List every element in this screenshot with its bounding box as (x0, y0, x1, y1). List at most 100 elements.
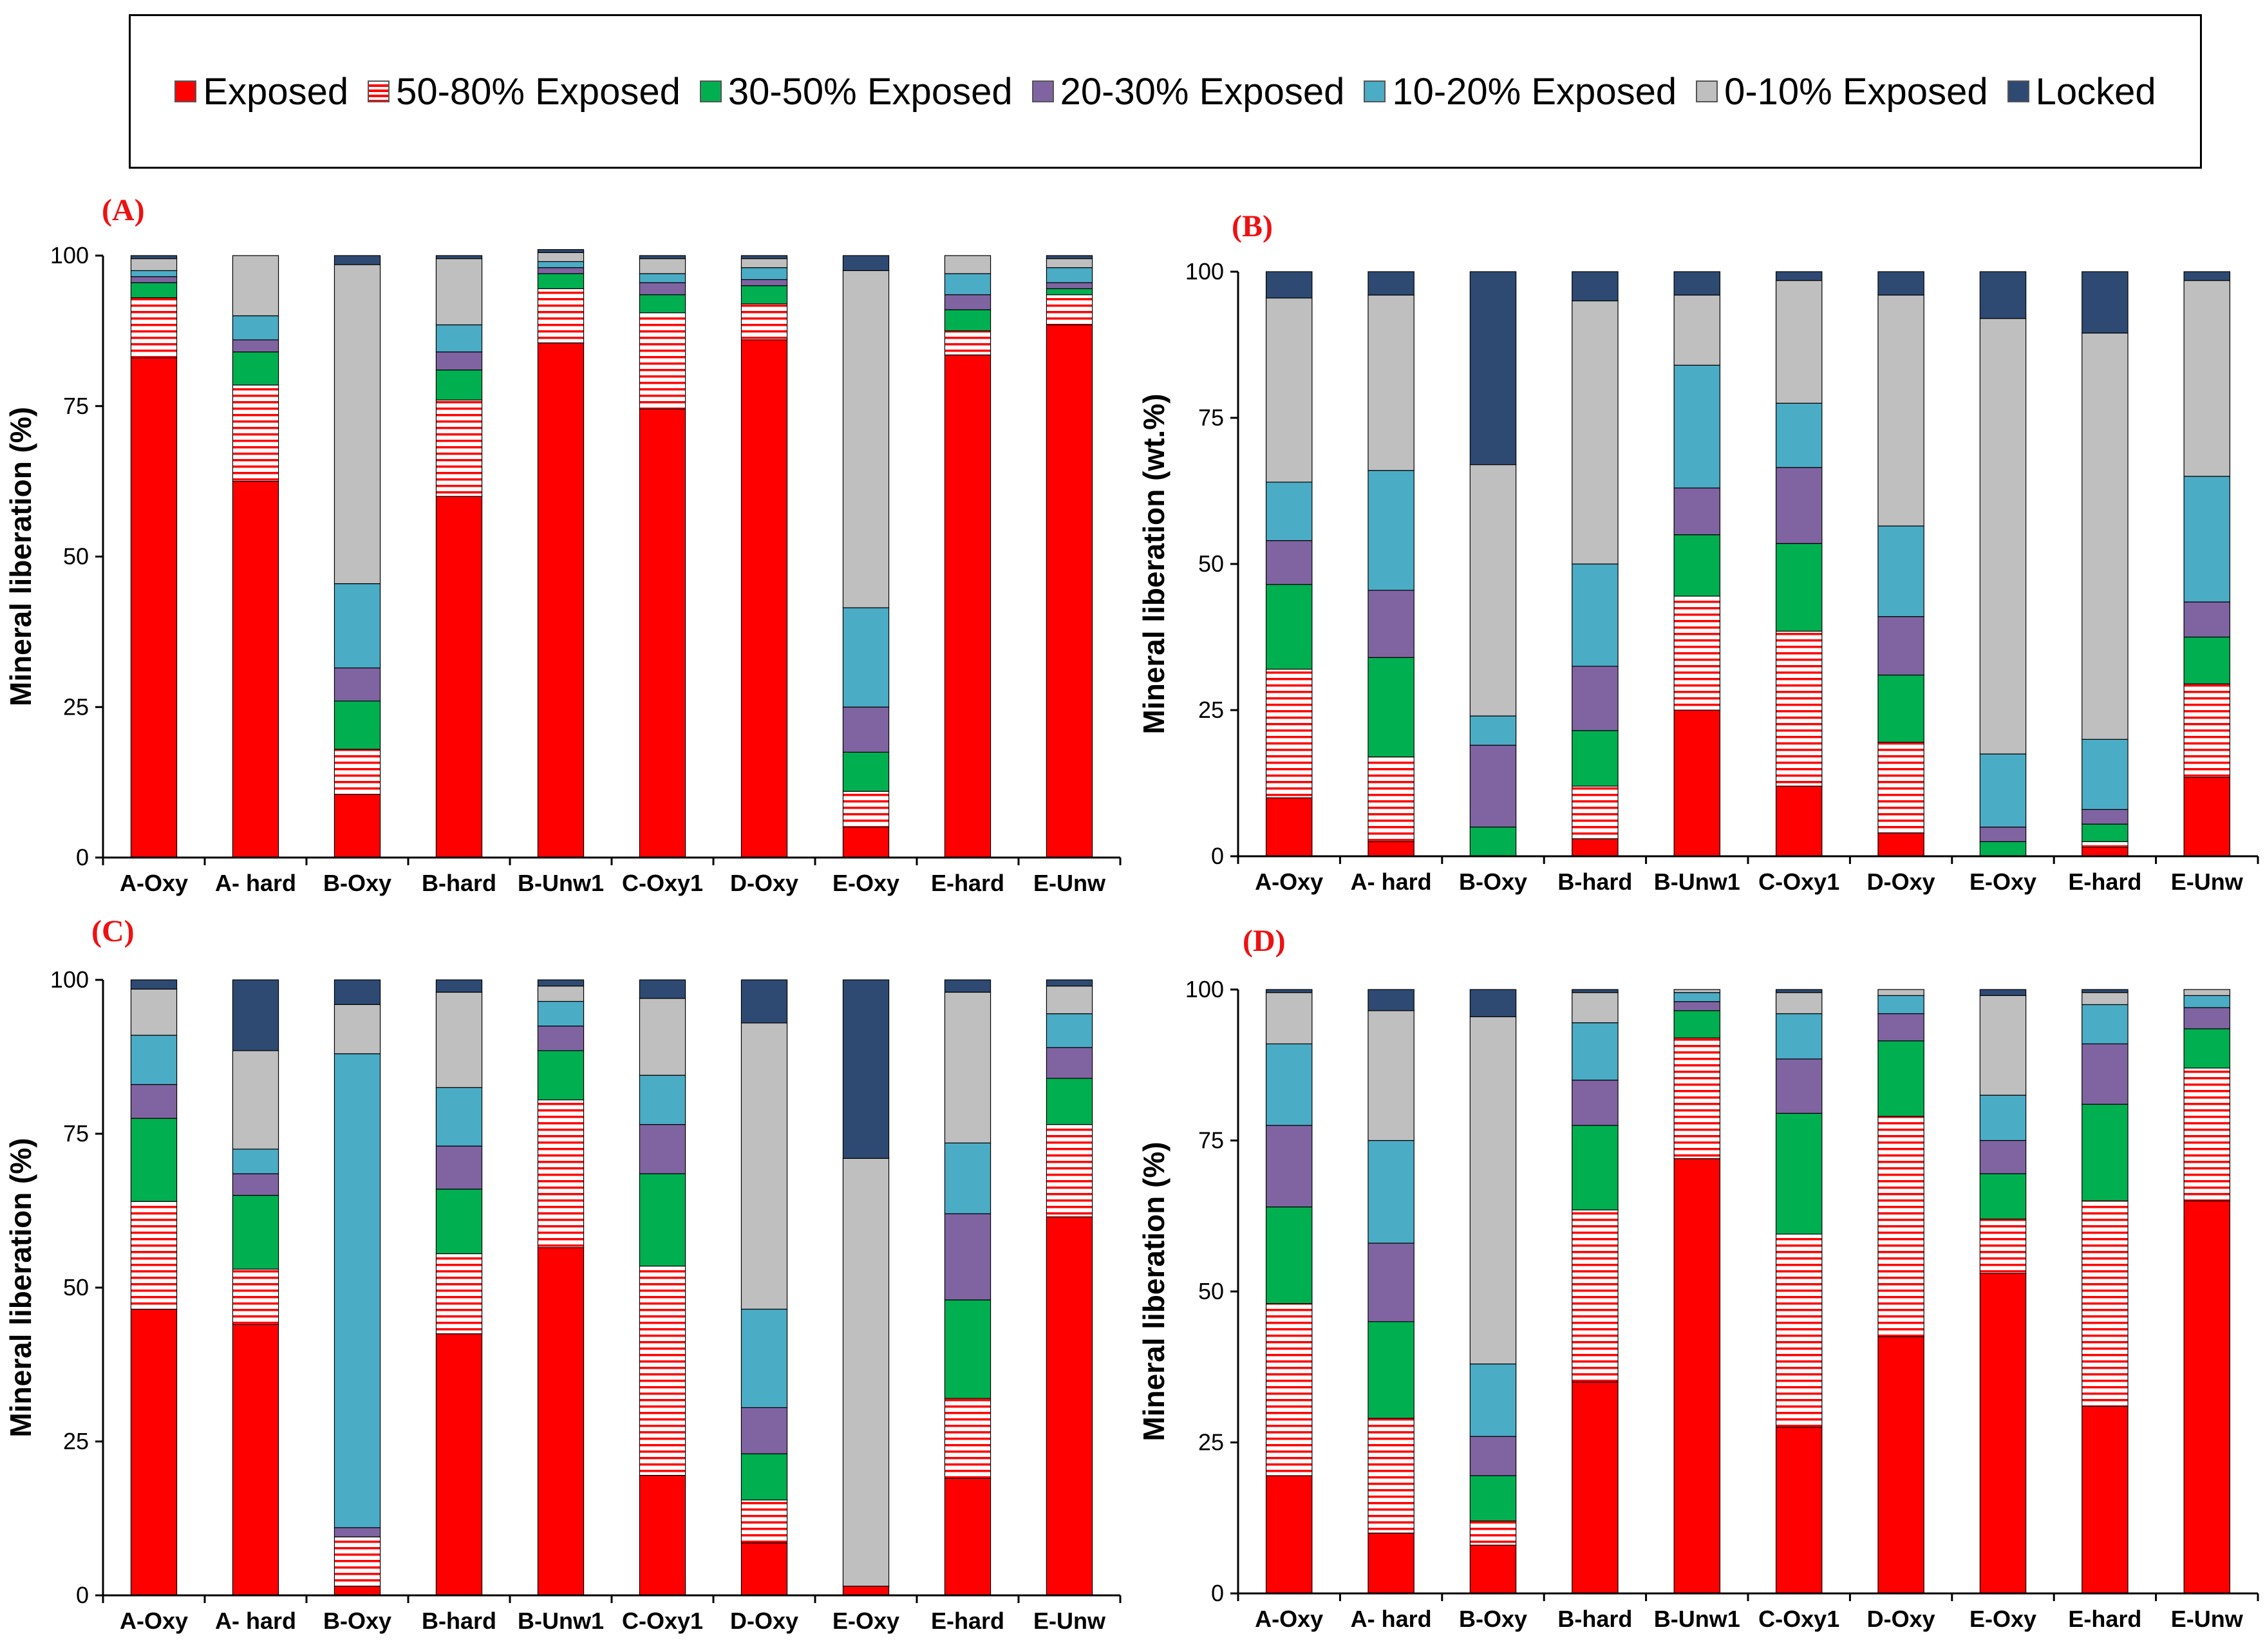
panel-c-bar-10-segment-2 (1046, 1124, 1093, 1217)
panel-b-bar-9-segment-5 (2082, 738, 2129, 810)
panel-c-category-label: A-Oxy (120, 1608, 188, 1634)
panel-a-category-label: B-Oxy (323, 870, 391, 896)
legend-item-e3050: 30-50% Exposed (699, 70, 1013, 113)
panel-b-bar-5-segment-6 (1673, 294, 1721, 366)
panel-b-bar-7-segment-6 (1877, 294, 1924, 527)
panel-d-ytick-label: 75 (1198, 1127, 1224, 1154)
panel-a-bar-6-segment-3 (639, 294, 686, 314)
panel-c-bar-1-segment-6 (130, 988, 178, 1036)
panel-a-bar-9-segment-4 (944, 294, 992, 310)
panel-a-bar-6-segment-4 (639, 282, 686, 296)
panel-b-bar-4-segment-4 (1572, 666, 1619, 731)
panel-a-bar-2-segment-5 (232, 315, 279, 341)
panel-c-bar-2-segment-2 (232, 1268, 279, 1325)
panel-c-bar-2-segment-1 (232, 1324, 279, 1596)
panel-a-bar-7-segment-1 (740, 339, 788, 858)
panel-a-bar-10-segment-1 (1046, 324, 1093, 858)
panel-b-bar-9-segment-3 (2082, 823, 2129, 842)
panel-d-bar-4-segment-3 (1572, 1125, 1619, 1210)
panel-d-label: (D) (1243, 924, 1286, 958)
panel-c-bar-9-segment-4 (944, 1213, 992, 1300)
panel-c-bar-5-segment-2 (537, 1099, 585, 1248)
panel-c-ytick-label: 0 (76, 1582, 89, 1608)
panel-a-bar-10-segment-2 (1046, 294, 1093, 326)
panel-c-bar-9-segment-5 (944, 1142, 992, 1214)
panel-a-bar-3-segment-3 (334, 700, 381, 750)
panel-d-bar-7-segment-4 (1877, 1013, 1924, 1042)
panel-b-bar-1-segment-5 (1265, 482, 1313, 541)
panel-c-bar-10-segment-7 (1046, 979, 1093, 987)
panel-d-bar-9-segment-6 (2082, 992, 2129, 1006)
panel-d-bar-1-segment-4 (1265, 1125, 1313, 1208)
panel-c: (C) Mineral liberation (%) 0 25 50 75 100 A-Oxy… (4, 914, 1122, 1634)
panel-c-bar-2-segment-3 (232, 1194, 279, 1270)
legend-item-e5080: 50-80% Exposed (368, 70, 681, 113)
panel-a-bar-6-segment-7 (639, 255, 686, 259)
panel-a-bar-5-segment-2 (537, 288, 585, 344)
panel-a-bar-8-segment-1 (842, 827, 890, 858)
panel-d-ytick-label: 25 (1198, 1429, 1224, 1456)
panel-b-bar-2-segment-7 (1367, 271, 1414, 296)
panel-d-bar-1-segment-5 (1265, 1043, 1313, 1126)
panel-a-bar-4-segment-5 (435, 324, 483, 353)
panel-d-bar-5-segment-6 (1673, 989, 1721, 993)
panel-d-bar-6-segment-3 (1775, 1112, 1823, 1235)
legend-swatch-e5080 (368, 80, 390, 102)
legend-label-e3050: 30-50% Exposed (728, 70, 1013, 113)
panel-c-bar-5-segment-6 (537, 985, 585, 1002)
panel-a-category-label: E-hard (931, 870, 1004, 896)
panel-a-bar-8-segment-6 (842, 270, 890, 608)
panel-b-bar-6-segment-1 (1775, 785, 1823, 857)
panel-b-bar-10-segment-2 (2183, 683, 2231, 778)
panel-a-bar-10-segment-6 (1046, 258, 1093, 268)
legend-item-e1020: 10-20% Exposed (1364, 70, 1677, 113)
panel-a-bar-10-segment-5 (1046, 267, 1093, 283)
panel-c-bar-9-segment-1 (944, 1478, 992, 1596)
panel-d-bar-10-segment-2 (2183, 1067, 2231, 1201)
panel-b-ytick-label: 50 (1198, 550, 1224, 577)
legend-swatch-locked (2007, 80, 2029, 102)
panel-d-bar-9-segment-4 (2082, 1043, 2129, 1105)
legend-swatch-e2030 (1031, 80, 1054, 102)
panel-d: (D) Mineral liberation (%) 0 25 50 75 100 A-Oxy… (1137, 924, 2259, 1632)
legend-swatch-exposed (174, 80, 197, 102)
panel-a-bar-9-segment-6 (944, 255, 992, 274)
legend-label-e1020: 10-20% Exposed (1392, 70, 1677, 113)
panel-d-bar-3-segment-7 (1469, 989, 1517, 1017)
panel-b-category-label: B-Unw1 (1654, 868, 1740, 895)
panel-a-bar-5-segment-5 (537, 261, 585, 268)
panel-a-bar-3-segment-7 (334, 255, 381, 265)
panel-a-bar-8-segment-3 (842, 751, 890, 792)
panel-c-label: (C) (91, 914, 135, 948)
panel-b-bar-8-segment-3 (1979, 841, 2027, 857)
panel-c-bar-10-segment-6 (1046, 985, 1093, 1015)
panel-a-ytick-label: 25 (63, 693, 89, 720)
panel-b-bar-2-segment-1 (1367, 841, 1414, 857)
panel-a-bar-3-segment-2 (334, 749, 381, 795)
panel-c-bar-1-segment-3 (130, 1118, 178, 1202)
panel-d-category-label: D-Oxy (1867, 1606, 1935, 1632)
panel-c-ytick-label: 25 (63, 1428, 89, 1454)
panel-a-bar-5-segment-6 (537, 252, 585, 262)
panel-a-ytick-label: 0 (76, 844, 89, 870)
panel-c-bar-9-segment-7 (944, 979, 992, 993)
panel-d-bar-8-segment-1 (1979, 1273, 2027, 1594)
panel-c-bar-5-segment-1 (537, 1247, 585, 1596)
panel-a-bar-7-segment-5 (740, 267, 788, 281)
panel-c-y-axis-title: Mineral liberation (%) (4, 1138, 37, 1437)
panel-b-bar-8-segment-5 (1979, 753, 2027, 828)
panel-d-ytick-label: 50 (1198, 1278, 1224, 1304)
panel-a-bar-1-segment-1 (130, 357, 178, 858)
panel-d-bar-2-segment-2 (1367, 1418, 1414, 1534)
panel-b-bar-1-segment-2 (1265, 668, 1313, 798)
panel-d-bar-6-segment-1 (1775, 1427, 1823, 1594)
panel-d-ytick-label: 0 (1211, 1580, 1224, 1606)
panel-d-bar-9-segment-7 (2082, 989, 2129, 993)
panel-b-bar-9-segment-4 (2082, 809, 2129, 825)
panel-c-bar-7-segment-5 (740, 1308, 788, 1409)
panel-c-bar-6-segment-4 (639, 1124, 686, 1174)
panel-d-bar-4-segment-6 (1572, 992, 1619, 1024)
legend-swatch-e010 (1696, 80, 1718, 102)
panel-a-bar-1-segment-2 (130, 297, 178, 359)
panel-d-bar-3-segment-5 (1469, 1363, 1517, 1437)
